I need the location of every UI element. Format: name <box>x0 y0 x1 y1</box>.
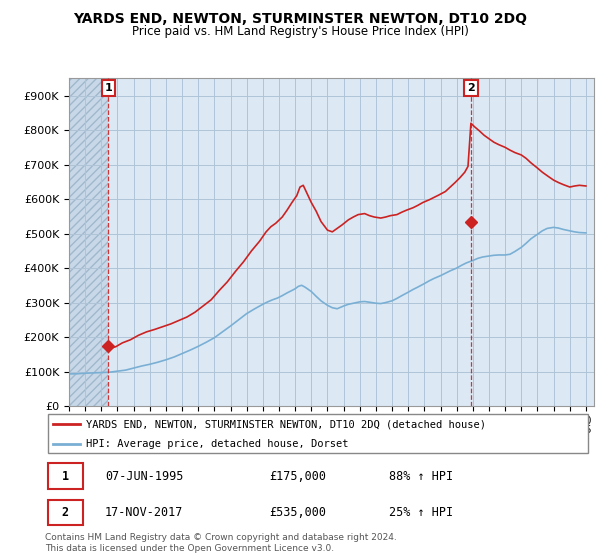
Text: 2: 2 <box>62 506 69 519</box>
Text: Price paid vs. HM Land Registry's House Price Index (HPI): Price paid vs. HM Land Registry's House … <box>131 25 469 38</box>
Bar <box>69 78 109 406</box>
Text: 17-NOV-2017: 17-NOV-2017 <box>105 506 184 519</box>
Text: 88% ↑ HPI: 88% ↑ HPI <box>389 469 453 483</box>
FancyBboxPatch shape <box>48 500 83 525</box>
Text: YARDS END, NEWTON, STURMINSTER NEWTON, DT10 2DQ: YARDS END, NEWTON, STURMINSTER NEWTON, D… <box>73 12 527 26</box>
Text: £175,000: £175,000 <box>269 469 326 483</box>
FancyBboxPatch shape <box>48 464 83 488</box>
Text: HPI: Average price, detached house, Dorset: HPI: Average price, detached house, Dors… <box>86 439 349 449</box>
Text: YARDS END, NEWTON, STURMINSTER NEWTON, DT10 2DQ (detached house): YARDS END, NEWTON, STURMINSTER NEWTON, D… <box>86 419 486 429</box>
FancyBboxPatch shape <box>48 414 588 453</box>
Text: 1: 1 <box>62 469 69 483</box>
Text: 07-JUN-1995: 07-JUN-1995 <box>105 469 184 483</box>
Text: 2: 2 <box>467 83 475 93</box>
Text: 1: 1 <box>104 83 112 93</box>
Text: £535,000: £535,000 <box>269 506 326 519</box>
Text: Contains HM Land Registry data © Crown copyright and database right 2024.
This d: Contains HM Land Registry data © Crown c… <box>45 533 397 553</box>
Text: 25% ↑ HPI: 25% ↑ HPI <box>389 506 453 519</box>
